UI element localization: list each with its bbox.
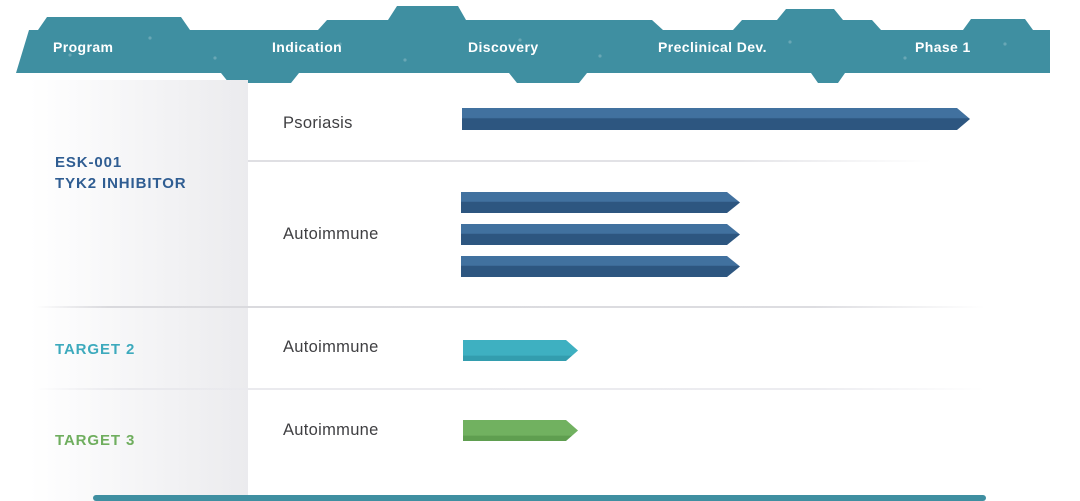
row-divider — [248, 160, 932, 162]
column-header-program: Program — [53, 39, 114, 55]
column-header-preclinical-dev: Preclinical Dev. — [658, 39, 767, 55]
pipeline-bar-autoimmune-1 — [461, 192, 740, 213]
program-column-background — [0, 80, 248, 501]
pipeline-bar-autoimmune-2 — [461, 224, 740, 245]
indication-label-autoimmune-target2: Autoimmune — [283, 338, 379, 356]
column-header-phase-1: Phase 1 — [915, 39, 971, 55]
program-name-line2: TYK2 INHIBITOR — [55, 175, 187, 192]
section-divider — [35, 306, 985, 308]
program-label-target-3: TARGET 3 — [55, 432, 136, 449]
footer-accent-bar — [93, 495, 986, 501]
column-header-indication: Indication — [272, 39, 343, 55]
section-divider — [35, 388, 985, 390]
pipeline-bar-autoimmune-3 — [461, 256, 740, 277]
program-name-line1: ESK-001 — [55, 154, 123, 171]
pipeline-bar-target2 — [463, 340, 578, 361]
indication-label-psoriasis: Psoriasis — [283, 114, 353, 132]
pipeline-bar-psoriasis — [462, 108, 970, 130]
pipeline-bar-target3 — [463, 420, 578, 441]
program-label-esk-001: ESK-001 TYK2 INHIBITOR — [55, 152, 187, 194]
header-banner-shape — [16, 6, 1050, 83]
indication-label-autoimmune-target3: Autoimmune — [283, 421, 379, 439]
circuit-dots — [68, 36, 1007, 62]
program-label-target-2: TARGET 2 — [55, 341, 136, 358]
column-header-discovery: Discovery — [468, 39, 539, 55]
indication-label-autoimmune-esk: Autoimmune — [283, 225, 379, 243]
header-banner — [16, 6, 1050, 83]
